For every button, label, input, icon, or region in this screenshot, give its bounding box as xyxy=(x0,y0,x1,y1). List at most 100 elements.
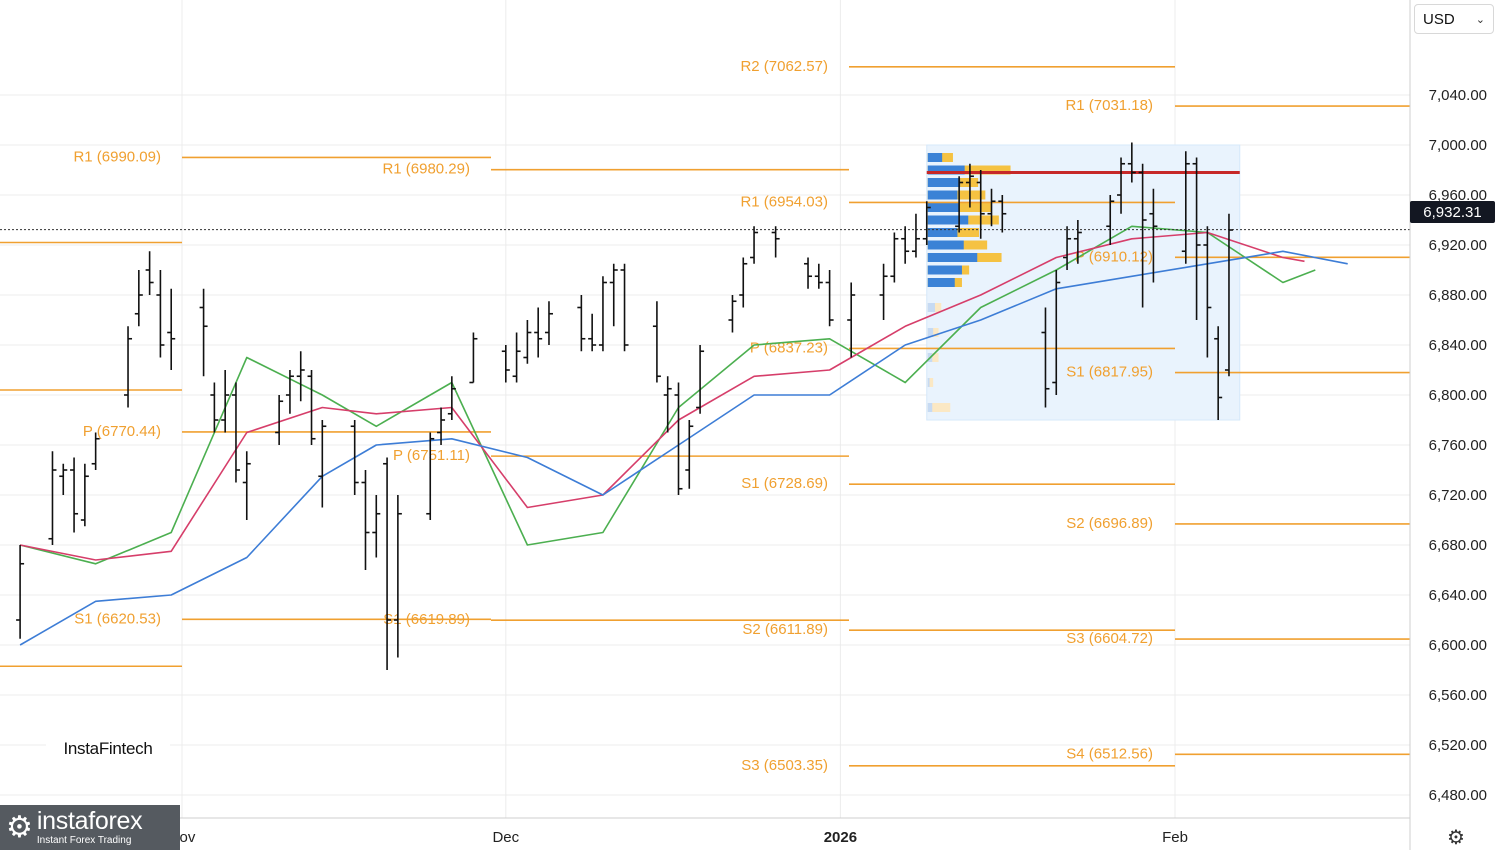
pivot-label: P (6910.12) xyxy=(1075,248,1153,265)
ohlc-bar xyxy=(1181,151,1190,264)
ohlc-bar xyxy=(1224,213,1233,377)
y-tick-label: 6,520.00 xyxy=(1429,737,1487,754)
ohlc-bar xyxy=(501,345,510,383)
x-tick-label: Dec xyxy=(492,829,519,846)
ohlc-bar xyxy=(922,201,931,245)
pivot-label: R1 (6954.03) xyxy=(740,193,828,210)
y-tick-label: 6,680.00 xyxy=(1429,537,1487,554)
ohlc-bar xyxy=(728,295,737,333)
pivot-label: R1 (6990.09) xyxy=(73,148,161,165)
y-tick-label: 6,560.00 xyxy=(1429,687,1487,704)
ohlc-bar xyxy=(652,301,661,383)
ohlc-bar xyxy=(145,251,154,295)
currency-selector[interactable]: USD ⌄ xyxy=(1414,4,1494,34)
ohlc-bar xyxy=(372,495,381,558)
ohlc-bar xyxy=(318,420,327,508)
ohlc-bar xyxy=(70,457,79,533)
volume-buy-bar xyxy=(927,165,965,175)
pivot-label: S2 (6611.89) xyxy=(742,621,828,638)
ohlc-bar xyxy=(16,545,25,639)
ohlc-bar xyxy=(544,301,553,345)
pivot-label: S1 (6817.95) xyxy=(1066,364,1153,381)
ohlc-bar xyxy=(242,451,251,520)
instaforex-tagline: Instant Forex Trading xyxy=(36,835,132,846)
ohlc-bar xyxy=(1052,270,1061,395)
ohlc-bar xyxy=(469,332,478,384)
y-tick-label: 7,040.00 xyxy=(1429,87,1487,104)
ohlc-bar xyxy=(1106,195,1115,245)
ohlc-bar xyxy=(523,320,532,364)
ohlc-bar xyxy=(901,226,910,264)
pivot-levels: R1 (6990.09) P (6770.44) S1 (6620.53) R1 (6… xyxy=(0,58,1410,774)
pivot-label: S1 (6728.69) xyxy=(741,475,828,492)
instafintech-watermark: InstaFintech xyxy=(46,721,170,777)
ohlc-bar xyxy=(1117,157,1126,214)
x-tick-label: Feb xyxy=(1162,829,1188,846)
instaforex-gear-icon: ⚙ xyxy=(6,810,33,844)
pivot-label: S3 (6503.35) xyxy=(741,757,828,774)
chevron-down-icon: ⌄ xyxy=(1475,13,1485,26)
volume-buy-bar xyxy=(927,265,962,275)
ohlc-bar xyxy=(577,295,586,352)
ohlc-bar xyxy=(696,345,705,414)
volume-profile-area xyxy=(926,144,1241,421)
y-tick-label: 6,880.00 xyxy=(1429,287,1487,304)
ohlc-bar xyxy=(275,395,284,445)
ohlc-bar xyxy=(210,382,219,433)
volume-sell-bar xyxy=(927,353,939,362)
settings-gear-icon[interactable]: ⚙ xyxy=(1447,826,1465,849)
volume-buy-bar xyxy=(927,203,960,212)
volume-buy-bar xyxy=(927,278,955,287)
volume-buy-bar xyxy=(927,190,958,200)
ohlc-bar xyxy=(447,376,456,420)
ohlc-bar xyxy=(285,370,294,414)
ohlc-bar xyxy=(825,270,834,327)
ohlc-bar xyxy=(199,288,208,377)
ohlc-bar xyxy=(771,226,780,258)
y-tick-label: 6,800.00 xyxy=(1429,387,1487,404)
ohlc-bar xyxy=(350,420,359,495)
ohlc-bar xyxy=(1214,326,1223,420)
pivot-label: S3 (6604.72) xyxy=(1066,630,1153,647)
ohlc-bar xyxy=(167,288,176,370)
y-tick-label: 7,000.00 xyxy=(1429,137,1487,154)
instaforex-brand: instaforex xyxy=(36,807,143,835)
y-tick-label: 6,960.00 xyxy=(1429,187,1487,204)
volume-profile xyxy=(926,144,1241,421)
ohlc-bar xyxy=(609,263,618,327)
y-tick-label: 6,920.00 xyxy=(1429,237,1487,254)
ohlc-bar xyxy=(750,226,759,264)
ohlc-bar xyxy=(437,407,446,445)
ohlc-bar xyxy=(847,282,856,358)
pivot-label: R2 (7062.57) xyxy=(740,58,828,75)
volume-buy-bar xyxy=(927,403,933,412)
ohlc-bar xyxy=(976,170,985,239)
ohlc-bar xyxy=(1192,157,1201,320)
ohlc-bar xyxy=(48,451,57,545)
ohlc-bar xyxy=(1127,142,1136,183)
volume-buy-bar xyxy=(927,303,935,312)
ohlc-bar xyxy=(814,263,823,289)
ohlc-bar xyxy=(307,370,316,445)
pivot-label: R1 (6980.29) xyxy=(382,161,470,178)
ohlc-bar xyxy=(998,195,1007,233)
pivot-label: R1 (7031.18) xyxy=(1065,97,1153,114)
ohlc-bar xyxy=(911,213,920,258)
y-tick-label: 6,600.00 xyxy=(1429,637,1487,654)
ohlc-bar xyxy=(91,432,100,470)
ohlc-bar xyxy=(663,376,672,433)
ohlc-bar xyxy=(965,163,974,208)
ohlc-bar xyxy=(685,420,694,489)
pivot-label: S2 (6696.89) xyxy=(1066,515,1153,532)
ohlc-bar xyxy=(987,188,996,227)
ohlc-bar xyxy=(1041,307,1050,408)
pivot-label: P (6770.44) xyxy=(83,423,161,440)
volume-buy-bar xyxy=(927,215,969,225)
ohlc-bar xyxy=(1203,226,1212,358)
ohlc-bar xyxy=(598,276,607,352)
y-tick-label: 6,640.00 xyxy=(1429,587,1487,604)
ohlc-bar xyxy=(1149,188,1158,283)
y-tick-label: 6,760.00 xyxy=(1429,437,1487,454)
ohlc-bar xyxy=(1073,220,1082,264)
